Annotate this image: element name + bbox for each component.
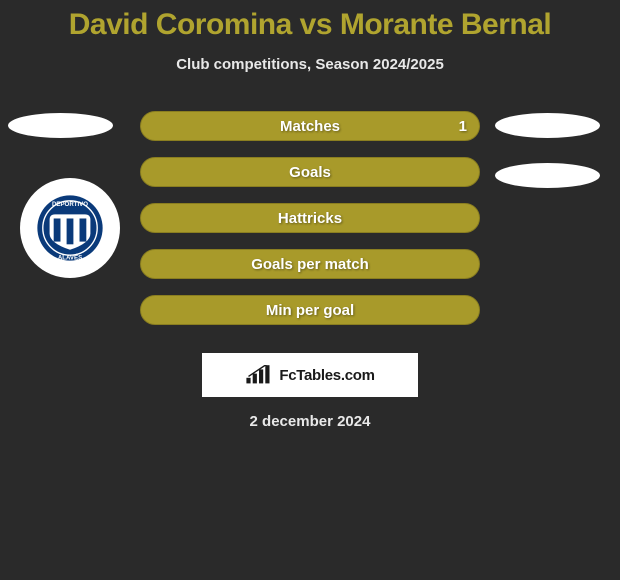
bar-chart-icon — [245, 365, 273, 385]
stat-label: Goals per match — [251, 256, 369, 273]
svg-text:ALAVÉS: ALAVÉS — [58, 253, 82, 261]
stat-bar: Matches 1 — [140, 111, 480, 141]
stat-label: Goals — [289, 164, 331, 181]
stat-label: Hattricks — [278, 210, 342, 227]
stat-label: Min per goal — [266, 302, 354, 319]
date-label: 2 december 2024 — [250, 413, 371, 430]
fctables-label: FcTables.com — [279, 367, 374, 384]
svg-text:DEPORTIVO: DEPORTIVO — [52, 201, 88, 208]
club-badge-left: DEPORTIVO ALAVÉS — [20, 178, 120, 278]
comparison-card: David Coromina vs Morante Bernal Club co… — [0, 0, 620, 430]
player-right-pill — [495, 163, 600, 188]
player-right-pill — [495, 113, 600, 138]
stat-bar: Goals per match — [140, 249, 480, 279]
player-left-pill — [8, 113, 113, 138]
stat-row-mpg: Min per goal — [0, 295, 620, 341]
stat-label: Matches — [280, 118, 340, 135]
stat-bar: Goals — [140, 157, 480, 187]
page-title: David Coromina vs Morante Bernal — [69, 8, 551, 42]
stat-bar: Hattricks — [140, 203, 480, 233]
stat-value-right: 1 — [459, 118, 467, 135]
stat-bar: Min per goal — [140, 295, 480, 325]
subtitle: Club competitions, Season 2024/2025 — [176, 56, 444, 73]
fctables-attribution[interactable]: FcTables.com — [202, 353, 418, 397]
stat-row-matches: Matches 1 — [0, 111, 620, 157]
alaves-crest-icon: DEPORTIVO ALAVÉS — [36, 194, 104, 262]
